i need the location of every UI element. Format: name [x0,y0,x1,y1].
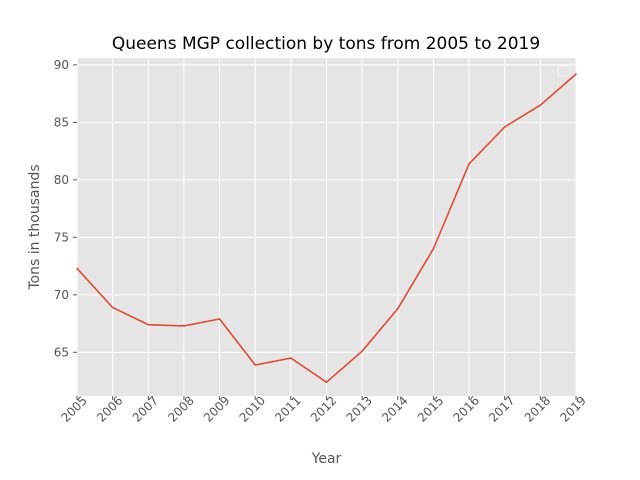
chart-title: Queens MGP collection by tons from 2005 … [112,34,540,54]
data-point [325,381,328,384]
data-point [575,73,577,75]
x-axis-ticks: 2005 2006 2007 2008 2009 2010 2011 2012 2013 2014… [58,393,588,424]
data-point [539,104,542,106]
x-tick-label: 2014 [379,393,410,424]
x-tick-label: 2019 [557,393,588,424]
x-tick-label: 2013 [344,393,375,424]
y-tick-label: 80 [54,173,69,187]
data-point [361,350,363,352]
x-tick-label: 2007 [130,393,161,424]
x-tick-label: 2015 [415,393,446,424]
y-tick-label: 65 [54,345,69,359]
gridlines [76,58,577,396]
y-tick-label: 75 [54,230,69,244]
x-tick-label: 2005 [58,393,89,424]
x-tick-label: 2010 [237,393,268,424]
x-axis-label: Year [311,451,342,467]
y-tick-label: 85 [54,115,69,129]
x-tick-label: 2016 [450,393,481,424]
x-tick-label: 2008 [165,393,196,424]
legend-box [557,65,571,77]
data-point [111,306,114,309]
data-point [218,318,221,320]
data-point [147,323,150,326]
data-point [432,248,435,250]
data-point [396,307,399,310]
data-point [76,267,78,270]
y-axis-ticks: 65 70 75 80 85 90 [54,58,77,359]
y-tick-label: 70 [54,288,69,302]
data-point [254,364,257,366]
x-tick-label: 2006 [94,393,125,424]
x-tick-label: 2012 [308,393,339,424]
data-point [290,357,292,359]
y-axis-label: Tons in thousands [27,164,43,290]
y-tick-label: 90 [54,58,69,72]
x-tick-label: 2011 [272,393,303,424]
x-tick-label: 2017 [486,393,517,424]
x-tick-label: 2018 [522,393,553,424]
data-point [183,325,185,327]
series-layer [76,73,577,384]
data-point [503,126,506,128]
x-tick-label: 2009 [201,393,232,424]
data-point [468,162,470,165]
